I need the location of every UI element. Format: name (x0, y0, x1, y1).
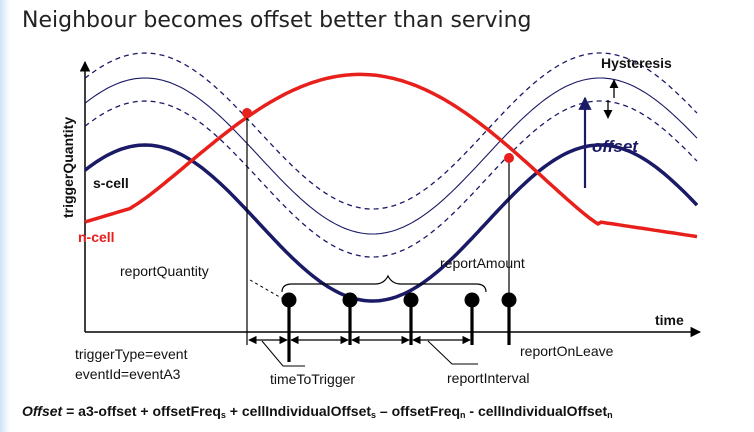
offset-label: offset (592, 137, 639, 156)
report-on-leave-label: reportOnLeave (520, 343, 614, 359)
report-interval-label: reportInterval (447, 370, 529, 386)
slide-title: Neighbour becomes offset better than ser… (22, 8, 532, 33)
report-quantity-label: reportQuantity (120, 263, 209, 279)
leaving-condition-marker (504, 153, 514, 163)
hysteresis-label: Hysteresis (601, 55, 672, 71)
report-quantity-pointer (249, 279, 286, 301)
report-amount-brace (281, 274, 487, 293)
x-axis-label: time (655, 312, 684, 328)
neighbour-cell-curve (84, 72, 698, 239)
event-id-label: eventId=eventA3 (75, 366, 181, 382)
time-to-trigger-pointer (261, 340, 305, 367)
trigger-type-label: triggerType=event (75, 346, 188, 362)
offset-threshold-curve (84, 77, 698, 235)
report-4 (464, 292, 480, 345)
trigger-diagram: triggerQuantity time s-cell n-cell Hyste… (60, 52, 702, 387)
neighbour-cell-label: n-cell (78, 229, 115, 245)
serving-cell-curve (83, 143, 699, 303)
entering-condition-marker (242, 108, 252, 118)
upper-hysteresis-curve (84, 52, 698, 210)
serving-cell-label: s-cell (93, 175, 129, 191)
report-interval-pointer (427, 340, 478, 365)
report-1 (281, 292, 297, 362)
lower-hysteresis-curve (84, 100, 698, 258)
offset-formula: Offset = a3-offset + offsetFreqs + cellI… (22, 403, 613, 420)
report-on-leave-pin (501, 292, 517, 345)
report-amount-label: reportAmount (440, 255, 525, 271)
time-to-trigger-label: timeToTrigger (270, 371, 355, 387)
slide-accent-bar (0, 0, 10, 432)
report-2 (342, 292, 358, 345)
report-3 (403, 292, 419, 345)
y-axis-label: triggerQuantity (60, 117, 76, 218)
